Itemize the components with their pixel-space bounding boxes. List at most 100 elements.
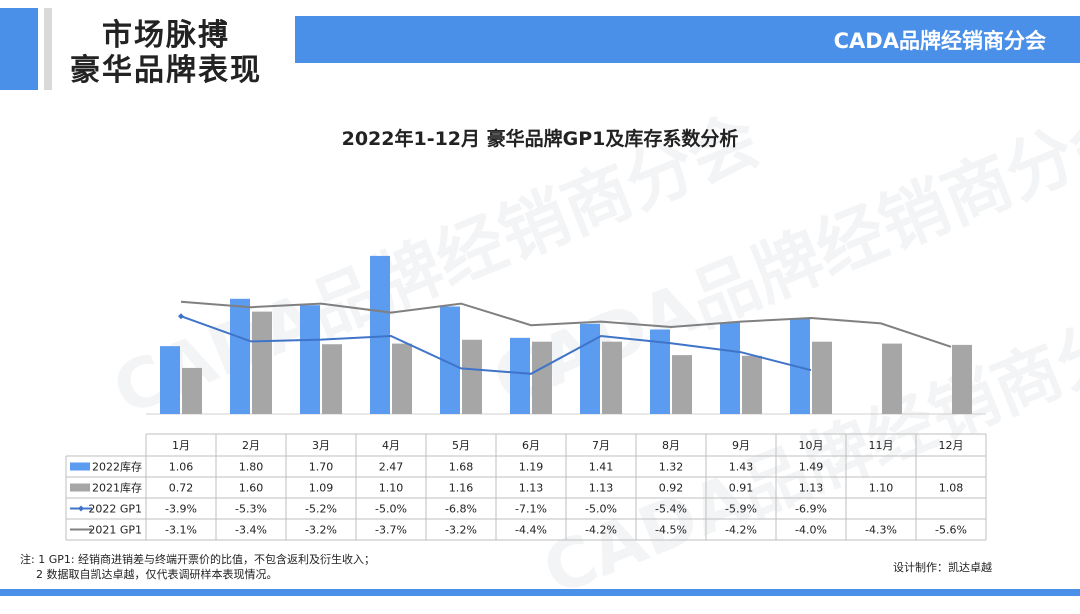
data-label: 0.91 — [729, 482, 754, 495]
bar-2022-inventory — [440, 306, 460, 414]
category-label: 12月 — [939, 439, 964, 452]
bottom-bar — [0, 589, 1080, 596]
line-2022-gp1 — [180, 315, 812, 375]
line-2021-gp1 — [180, 300, 952, 348]
page-title-line2: 豪华品牌表现 — [70, 53, 262, 88]
category-label: 7月 — [592, 439, 610, 452]
bar-2022-inventory — [790, 318, 810, 414]
bar-2021-inventory — [322, 344, 342, 414]
bar-2022-inventory — [580, 323, 600, 414]
data-label: -4.2% — [585, 524, 617, 537]
data-label: 1.09 — [309, 482, 334, 495]
data-label: 1.68 — [449, 461, 474, 474]
legend-key — [70, 462, 90, 471]
org-banner: CADA品牌经销商分会 — [295, 16, 1080, 63]
footnote-line1: 注: 1 GP1: 经销商进销差与终端开票价的比值，不包含返利及衍生收入； — [20, 553, 376, 566]
data-label: 1.16 — [449, 482, 474, 495]
bar-2021-inventory — [882, 343, 902, 414]
data-label: 1.70 — [309, 461, 334, 474]
design-credit: 设计制作：凯达卓越 — [893, 561, 992, 574]
data-label: 1.13 — [519, 482, 544, 495]
data-label: -3.7% — [375, 524, 407, 537]
data-label: -4.5% — [655, 524, 687, 537]
data-label: -5.4% — [655, 503, 687, 516]
bar-2022-inventory — [720, 322, 740, 414]
legend-key — [70, 483, 90, 492]
category-label: 11月 — [869, 439, 894, 452]
data-label: -5.0% — [375, 503, 407, 516]
data-label: 1.13 — [799, 482, 824, 495]
org-name: CADA品牌经销商分会 — [833, 28, 1046, 53]
data-label: 1.10 — [869, 482, 894, 495]
legend-label: 2022库存 — [92, 460, 142, 474]
legend-label: 2021库存 — [92, 481, 142, 495]
bar-2021-inventory — [672, 355, 692, 414]
data-label: -7.1% — [515, 503, 547, 516]
bar-2021-inventory — [182, 367, 202, 414]
data-label: -5.6% — [935, 524, 967, 537]
data-label: -3.2% — [305, 524, 337, 537]
bar-2021-inventory — [392, 343, 412, 414]
legend-key-marker — [78, 505, 84, 512]
data-label: -4.3% — [865, 524, 897, 537]
data-label: 1.60 — [239, 482, 264, 495]
data-label: 1.43 — [729, 461, 754, 474]
data-label: -5.3% — [235, 503, 267, 516]
bar-2021-inventory — [532, 341, 552, 414]
data-label: 1.08 — [939, 482, 964, 495]
bar-2021-inventory — [252, 311, 272, 414]
category-label: 9月 — [732, 439, 750, 452]
bar-2021-inventory — [602, 341, 622, 414]
data-label: -6.8% — [445, 503, 477, 516]
accent-bar — [0, 8, 38, 90]
data-label: 1.13 — [589, 482, 614, 495]
footnote-line2: 2 数据取自凯达卓越，仅代表调研样本表现情况。 — [36, 568, 278, 581]
category-label: 8月 — [662, 439, 680, 452]
legend-label: 2022 GP1 — [88, 503, 142, 516]
category-label: 1月 — [172, 439, 190, 452]
category-label: 4月 — [382, 439, 400, 452]
data-label: 1.41 — [589, 461, 614, 474]
page-title: 市场脉搏 豪华品牌表现 — [56, 18, 276, 88]
data-label: 0.92 — [659, 482, 684, 495]
data-label: -6.9% — [795, 503, 827, 516]
data-label: -5.9% — [725, 503, 757, 516]
bar-2022-inventory — [510, 337, 530, 414]
bar-2022-inventory — [160, 346, 180, 414]
chart-title: 2022年1-12月 豪华品牌GP1及库存系数分析 — [341, 128, 739, 150]
data-label: -3.4% — [235, 524, 267, 537]
accent-bar-secondary — [44, 8, 52, 90]
footnote: 注: 1 GP1: 经销商进销差与终端开票价的比值，不包含返利及衍生收入； 2 … — [20, 552, 375, 582]
data-label: -3.1% — [165, 524, 197, 537]
page-title-line1: 市场脉搏 — [102, 18, 230, 53]
bar-2021-inventory — [462, 339, 482, 414]
data-label: -4.0% — [795, 524, 827, 537]
bar-2022-inventory — [230, 298, 250, 414]
data-label: -3.2% — [445, 524, 477, 537]
bar-2022-inventory — [650, 329, 670, 414]
data-label: 1.10 — [379, 482, 404, 495]
category-label: 2月 — [242, 439, 260, 452]
bar-2022-inventory — [300, 305, 320, 414]
category-label: 5月 — [452, 439, 470, 452]
category-label: 6月 — [522, 439, 540, 452]
category-label: 3月 — [312, 439, 330, 452]
data-label: 2.47 — [379, 461, 404, 474]
bar-2021-inventory — [952, 344, 972, 414]
data-label: -4.2% — [725, 524, 757, 537]
data-label: 1.32 — [659, 461, 684, 474]
line-2022-gp1-marker — [178, 313, 184, 320]
bar-2021-inventory — [812, 341, 832, 414]
data-label: 1.19 — [519, 461, 544, 474]
data-label: -4.4% — [515, 524, 547, 537]
bar-2022-inventory — [370, 255, 390, 414]
data-label: 1.06 — [169, 461, 194, 474]
data-label: 1.80 — [239, 461, 264, 474]
bar-2021-inventory — [742, 355, 762, 414]
category-label: 10月 — [799, 439, 824, 452]
data-label: -3.9% — [165, 503, 197, 516]
data-label: 1.49 — [799, 461, 824, 474]
data-label: 0.72 — [169, 482, 194, 495]
legend-label: 2021 GP1 — [88, 524, 142, 537]
